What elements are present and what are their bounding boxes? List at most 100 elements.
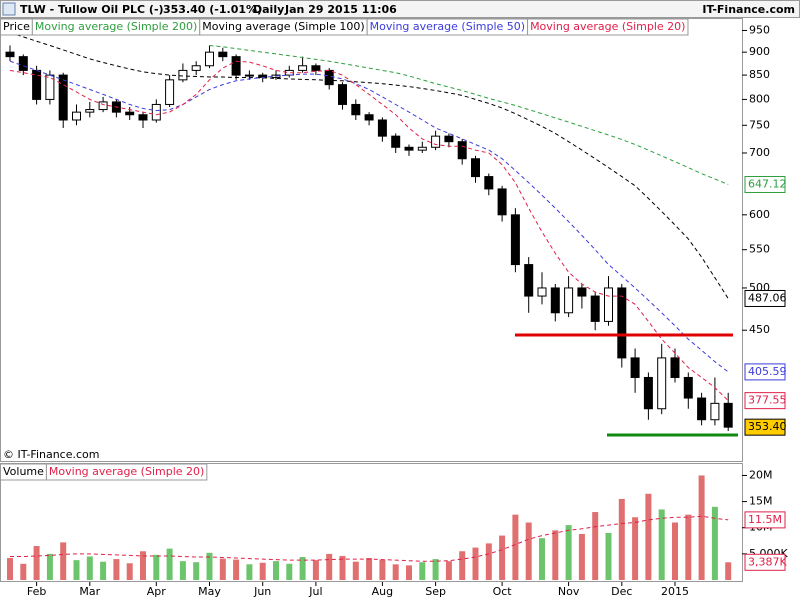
value-tag-label: 377.55 [748, 394, 787, 407]
candle-body [723, 402, 733, 428]
volume-bar [206, 552, 213, 580]
price-layer [5, 32, 733, 432]
volume-bar [419, 562, 426, 580]
volume-bar [113, 559, 120, 580]
candle-body [590, 295, 600, 322]
volume-bar [392, 564, 399, 580]
labels-layer: 4505005506007007508008509009505,000K10M1… [0, 18, 788, 598]
candle-body [151, 103, 161, 121]
candle-body [191, 65, 201, 71]
volume-bar [86, 556, 93, 580]
candle-body [444, 135, 454, 143]
candle-body [550, 287, 560, 314]
annotations [515, 333, 738, 437]
legend-entry: Moving average (Simple 50) [370, 20, 525, 33]
candle-body [617, 287, 627, 359]
volume-bar [193, 562, 200, 580]
candle-body [178, 69, 188, 81]
legend-box [527, 18, 689, 36]
value-tag-label: 405.59 [748, 365, 787, 378]
candle-body [431, 135, 441, 148]
x-tick-label: Oct [493, 585, 513, 598]
volume-layer [7, 475, 732, 580]
volume-bar [552, 530, 559, 580]
y-tick-label: 600 [749, 208, 770, 221]
y-tick-label: 700 [749, 146, 770, 159]
candle-body [311, 65, 321, 71]
volume-bar [33, 546, 40, 580]
volume-bar [632, 517, 639, 580]
candle-body [324, 69, 334, 86]
moving-average [9, 60, 729, 401]
volume-tick-label: 15M [749, 495, 773, 508]
candle-body [58, 74, 68, 121]
candle-body [338, 84, 347, 105]
volume-bar [565, 525, 572, 580]
volume-bar [153, 554, 160, 580]
y-tick-label: 800 [749, 92, 770, 105]
candle-body [710, 402, 720, 421]
candle-body [404, 146, 414, 151]
y-tick-label: 450 [749, 323, 770, 336]
header-price: 353.40 (-1.01%) [163, 3, 262, 16]
volume-bar [73, 560, 80, 580]
value-tag [744, 289, 786, 307]
y-tick-label: 750 [749, 118, 770, 131]
candle-body [604, 287, 613, 322]
volume-bar [485, 543, 492, 580]
candle-body [205, 51, 214, 67]
legend-entry: Moving average (Simple 100) [202, 20, 364, 33]
volume-bar [7, 558, 13, 580]
volume-bar [445, 561, 452, 580]
candle-body [218, 51, 228, 58]
volume-bar [698, 475, 705, 580]
value-tag [744, 392, 786, 410]
candle-body [670, 357, 680, 378]
legend-entry: Moving average (Simple 200) [35, 20, 197, 33]
candle-body [683, 376, 693, 399]
volume-bar [592, 512, 599, 580]
volume-bar [46, 553, 53, 580]
candle-body [364, 114, 374, 121]
volume-bar [432, 559, 439, 580]
moving-average [9, 60, 729, 373]
legend-entry: Price [3, 20, 30, 33]
candle-body [391, 135, 401, 148]
candle-body [497, 188, 507, 216]
candle-body [697, 397, 707, 421]
candle-body [537, 287, 547, 297]
x-tick-label: Sep [425, 585, 446, 598]
volume-bar [539, 538, 545, 580]
moving-average [209, 45, 729, 185]
volume-bar [219, 558, 226, 580]
volume-bar [233, 559, 240, 580]
value-tag [744, 175, 786, 193]
candle-body [457, 141, 467, 160]
volume-bar [459, 551, 466, 580]
x-tick-label: Jul [308, 585, 322, 598]
candle-body [564, 287, 574, 314]
header-title: TLW - Tullow Oil PLC (-) [20, 3, 164, 16]
candle-body [125, 111, 135, 116]
candle-body [5, 51, 15, 58]
symbol-icon [2, 2, 16, 16]
y-tick-label: 550 [749, 243, 770, 256]
x-tick-label: Jun [253, 585, 271, 598]
candle-body [18, 56, 28, 71]
volume-bar [725, 562, 732, 580]
candle-body [417, 146, 427, 151]
candle-body [510, 214, 520, 266]
volume-bar [499, 535, 506, 580]
volume-panel [0, 463, 743, 582]
value-tag-label: 3,387K [748, 555, 787, 568]
candle-body [577, 287, 587, 297]
candle-body [98, 101, 108, 111]
x-tick-label: May [198, 585, 221, 598]
legend-entry: Volume [3, 465, 44, 478]
candle-body [524, 264, 534, 297]
value-tag [744, 363, 786, 381]
candle-body [657, 357, 667, 410]
y-tick-label: 950 [749, 23, 770, 36]
value-tag-label: 487.06 [748, 291, 787, 304]
volume-bar [352, 561, 359, 580]
